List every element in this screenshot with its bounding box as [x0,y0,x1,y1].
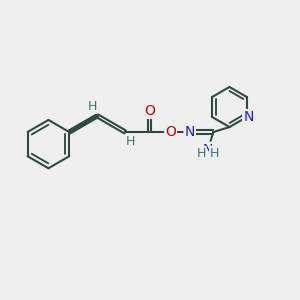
Text: H: H [87,100,97,113]
Text: O: O [144,104,155,118]
Text: N: N [184,125,195,139]
Text: H: H [210,147,220,160]
Text: N: N [203,143,213,157]
Text: O: O [165,125,176,139]
Text: H: H [126,135,135,148]
Text: N: N [243,110,254,124]
Text: H: H [196,147,206,160]
